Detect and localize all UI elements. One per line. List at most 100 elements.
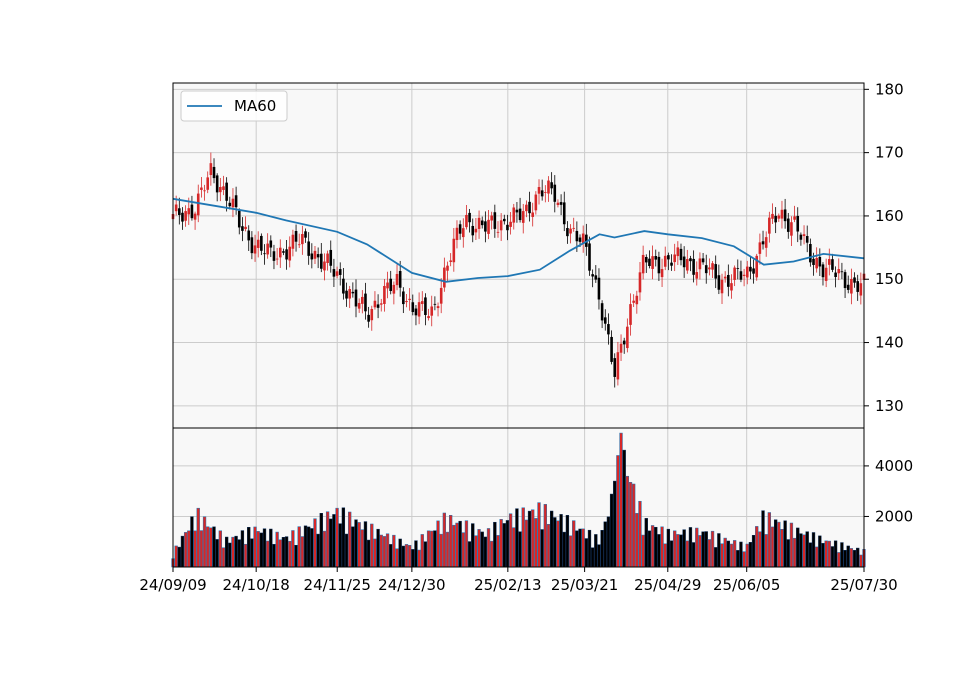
candle-body	[651, 256, 654, 269]
candle-body	[676, 247, 680, 257]
volume-bar	[572, 520, 576, 568]
volume-panel-frame	[172, 427, 865, 568]
candle-body	[212, 166, 216, 179]
volume-bar	[329, 518, 333, 568]
volume-bar	[351, 526, 355, 568]
candle-body	[506, 224, 509, 231]
volume-bar	[669, 540, 674, 568]
volume-bar	[414, 540, 418, 568]
volume-bar	[385, 533, 390, 568]
volume-bar	[644, 518, 648, 568]
volume-bar	[830, 546, 835, 568]
candle-body	[338, 269, 342, 275]
y-tick-label: 180	[875, 80, 904, 98]
candle-body	[370, 308, 374, 321]
candle-body	[663, 255, 667, 267]
volume-bar	[701, 531, 705, 568]
candle-body	[203, 190, 206, 192]
volume-bar	[603, 521, 607, 568]
volume-bar	[534, 518, 538, 568]
candle-body	[774, 215, 777, 223]
candle-body	[408, 298, 411, 300]
x-tick-label: 25/07/30	[830, 576, 897, 594]
candle-body	[714, 264, 718, 279]
candle-body	[209, 163, 213, 176]
candle-body	[831, 259, 834, 270]
volume-bar	[748, 542, 753, 568]
candle-body	[253, 245, 257, 254]
candle-body	[234, 195, 238, 208]
volume-bar	[237, 539, 241, 568]
candle-body	[793, 216, 796, 220]
candle-body	[588, 243, 591, 271]
candle-body	[805, 236, 809, 243]
volume-bar	[187, 530, 191, 568]
candle-body	[812, 258, 815, 265]
volume-bar	[568, 535, 573, 568]
volume-bar	[256, 531, 260, 568]
volume-bar	[739, 541, 743, 568]
volume-bar	[723, 537, 727, 568]
candle-body	[846, 284, 850, 290]
candle-body	[231, 198, 235, 208]
volume-bar	[269, 528, 273, 568]
volume-bar	[338, 523, 342, 568]
candle-body	[455, 227, 459, 241]
candle-body	[607, 324, 610, 335]
volume-bar	[234, 535, 238, 568]
candle-body	[181, 212, 184, 222]
candle-body	[474, 228, 478, 233]
volume-bar	[407, 545, 412, 568]
candle-body	[850, 279, 853, 294]
candle-body	[531, 212, 534, 217]
volume-bar	[392, 534, 396, 568]
candle-body	[458, 224, 462, 234]
volume-bar	[373, 538, 377, 568]
candle-body	[319, 253, 323, 269]
candle-body	[745, 266, 749, 278]
volume-bar	[303, 525, 308, 568]
candle-body	[704, 265, 708, 274]
volume-bar	[288, 540, 292, 568]
volume-bar	[174, 545, 178, 568]
candle-body	[351, 291, 355, 294]
x-tick-label: 25/04/29	[634, 576, 701, 594]
candle-body	[241, 226, 244, 231]
volume-bar	[632, 483, 636, 568]
candle-body	[777, 215, 781, 219]
volume-bar	[783, 520, 787, 568]
volume-bar	[821, 543, 825, 568]
candle-body	[790, 222, 793, 236]
volume-bar	[559, 514, 563, 568]
volume-bar	[553, 517, 557, 568]
candle-body	[780, 209, 784, 219]
volume-bar	[196, 507, 200, 568]
volume-bar	[811, 532, 816, 568]
candle-body	[215, 175, 219, 193]
volume-bar	[512, 527, 516, 568]
candle-body	[461, 228, 465, 238]
volume-bar	[622, 449, 626, 568]
candle-body	[275, 258, 279, 260]
volume-bar	[549, 510, 554, 568]
candle-body	[654, 256, 658, 260]
volume-bar	[357, 522, 361, 568]
candle-body	[764, 237, 768, 248]
volume-bar	[401, 545, 405, 568]
candle-body	[468, 212, 471, 223]
volume-bar	[578, 528, 582, 568]
candle-body	[307, 241, 310, 256]
volume-bar	[815, 546, 819, 568]
price-panel	[173, 83, 864, 428]
volume-bar	[348, 511, 352, 568]
candle-body	[383, 285, 386, 304]
candle-body	[616, 352, 620, 380]
candle-body	[266, 243, 269, 255]
candle-body	[635, 295, 639, 305]
volume-bar	[770, 526, 775, 568]
candle-body	[622, 340, 626, 345]
volume-bar	[846, 545, 850, 568]
candle-body	[332, 269, 336, 277]
volume-bar	[445, 531, 450, 568]
volume-bar	[199, 530, 204, 568]
